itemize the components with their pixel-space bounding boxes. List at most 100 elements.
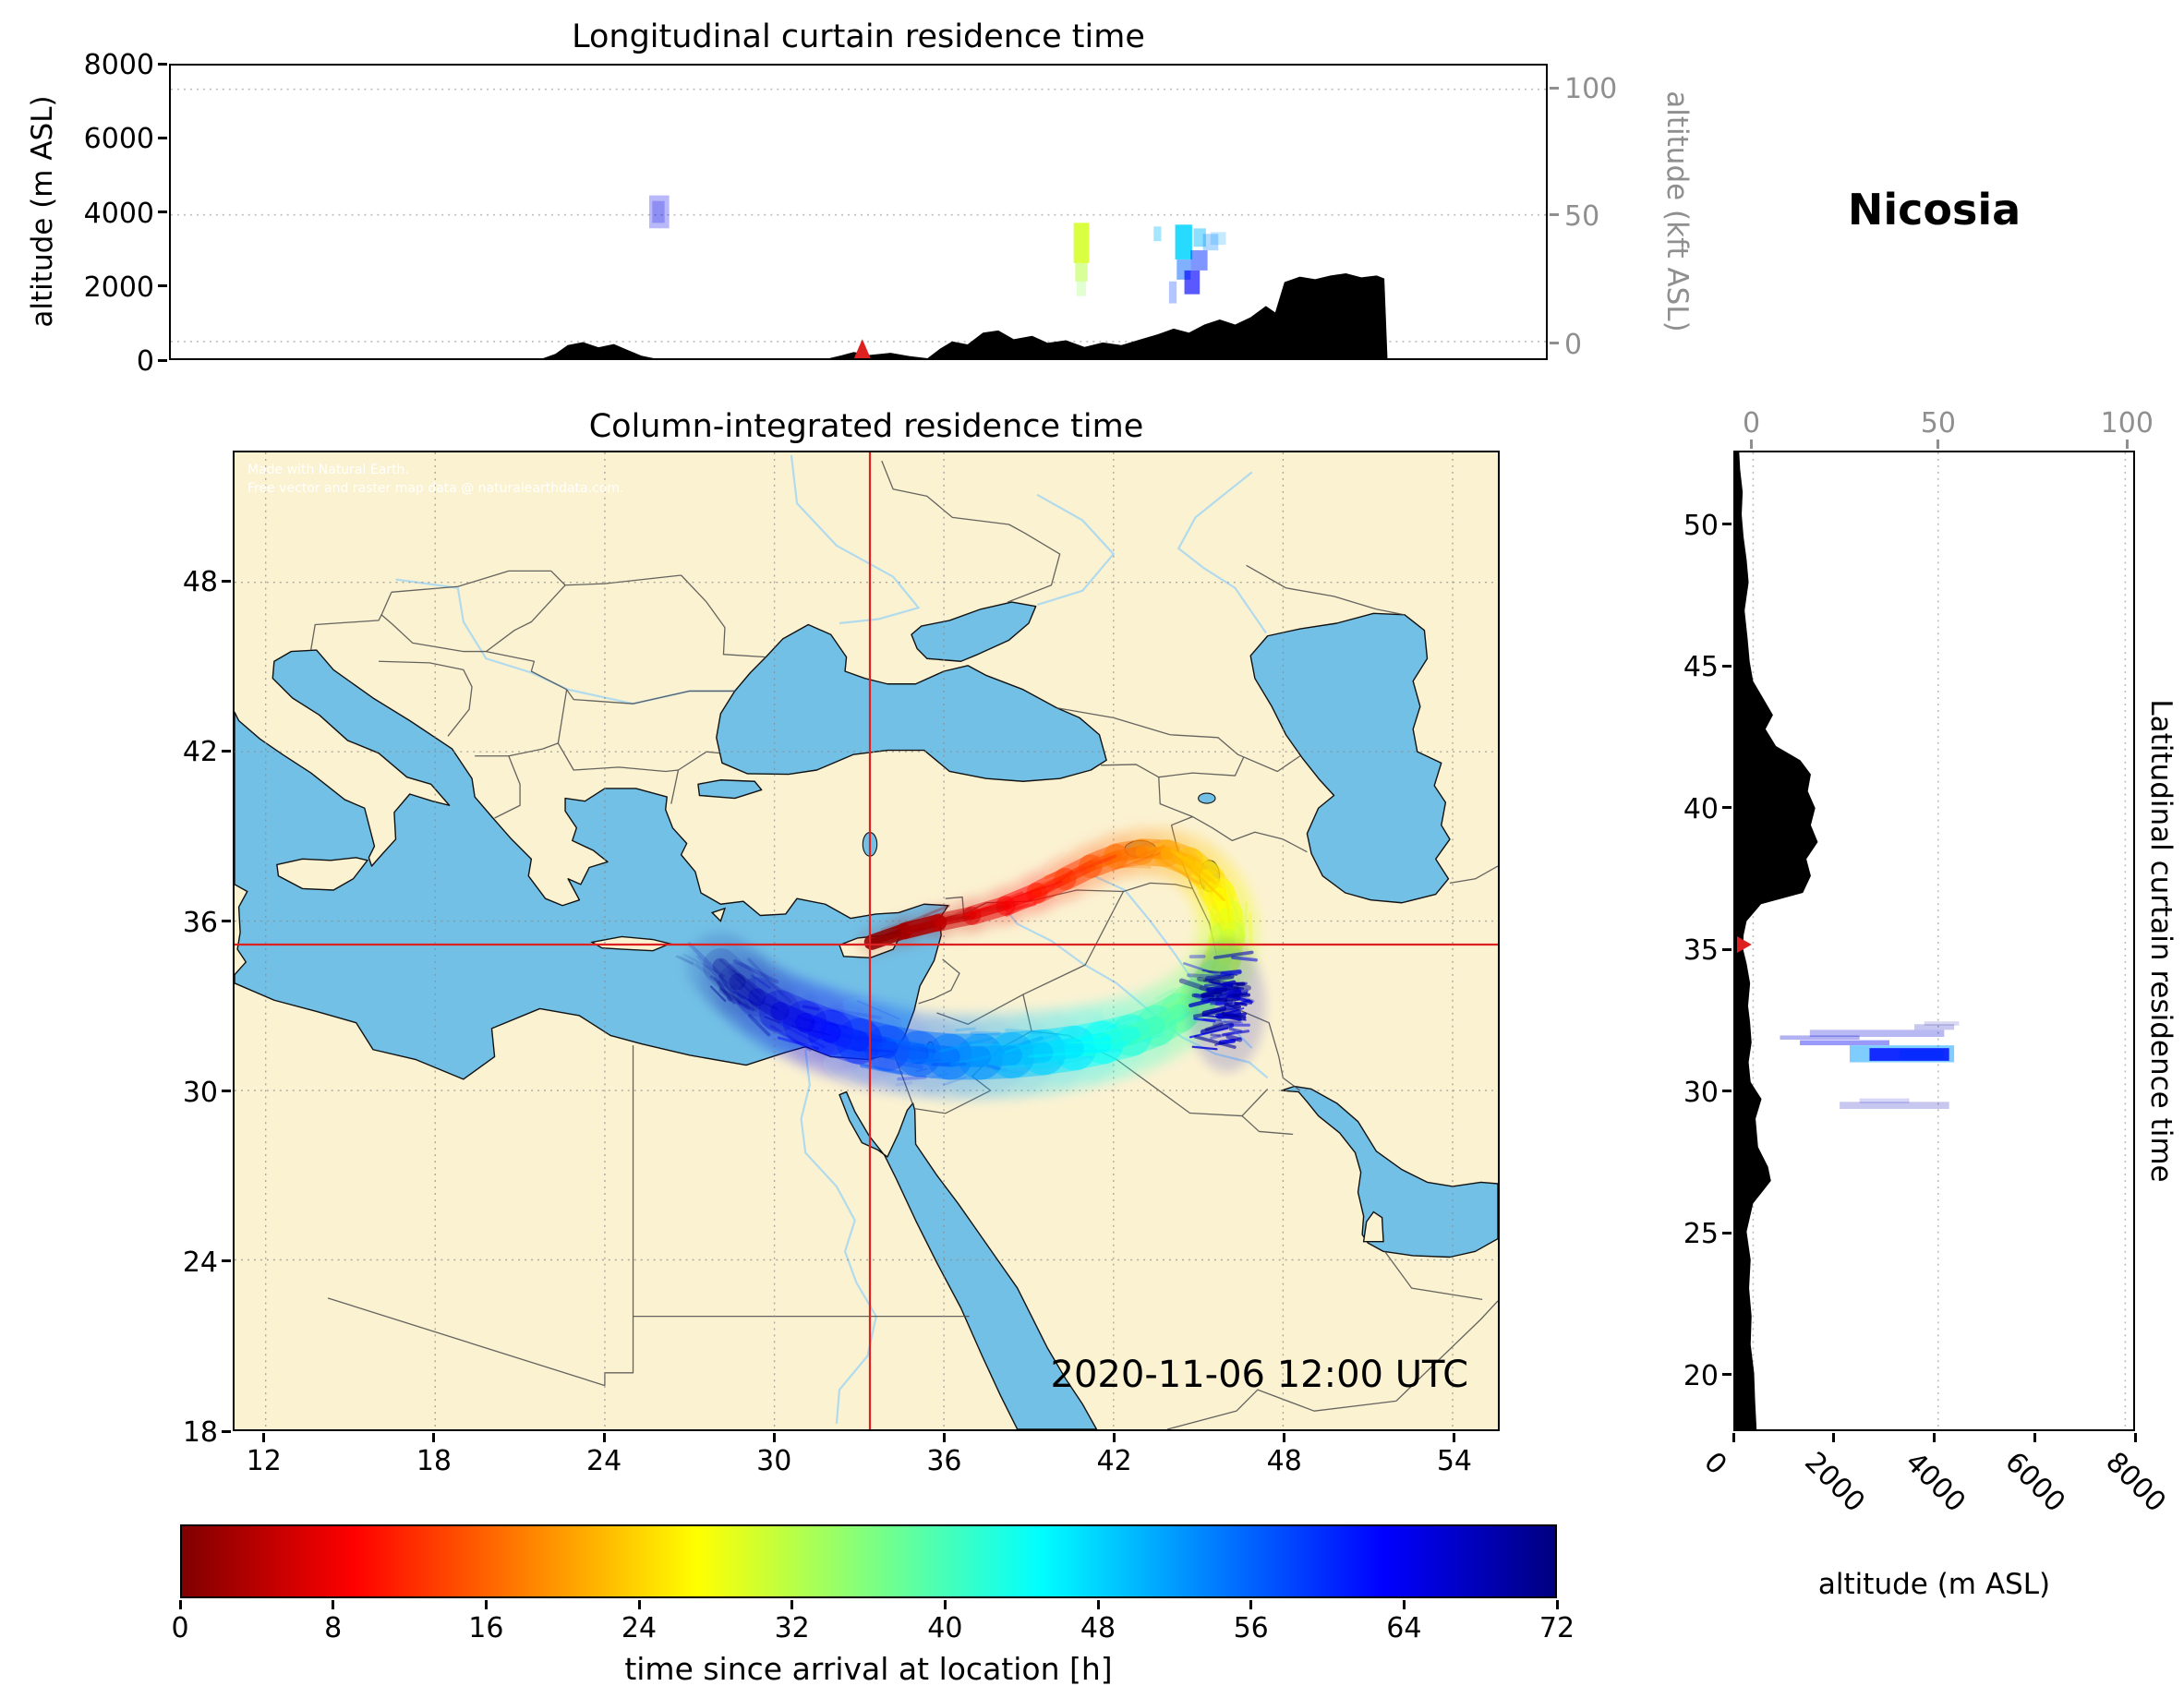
right-panel-lat-tick-label: 35 <box>1683 934 1719 968</box>
tick-mark <box>1722 1231 1732 1234</box>
colorbar-tick-label: 0 <box>171 1612 189 1644</box>
tick-mark <box>1732 1433 1735 1442</box>
tick-mark <box>222 1259 231 1263</box>
map-lon-tick-label: 42 <box>1096 1445 1132 1477</box>
top-panel-y-tick-label: 4000 <box>83 197 154 230</box>
tick-mark <box>1249 1600 1253 1609</box>
longitudinal-curtain-title: Longitudinal curtain residence time <box>572 18 1145 55</box>
terrain-profile <box>1735 452 1818 1429</box>
tick-mark <box>1722 947 1732 951</box>
map-title: Column-integrated residence time <box>588 408 1144 445</box>
tick-mark <box>1722 806 1732 810</box>
latitudinal-curtain-plot <box>1735 452 2127 1429</box>
tick-mark <box>158 136 167 139</box>
right-panel-kft-tick-label: 50 <box>1920 407 1956 440</box>
tick-mark <box>1283 1433 1286 1442</box>
map-plot <box>235 452 1498 1429</box>
tick-mark <box>222 920 231 923</box>
tick-mark <box>1722 1373 1732 1377</box>
tick-mark <box>158 211 167 213</box>
right-panel-xlabel: altitude (m ASL) <box>1817 1568 2051 1601</box>
rotated-tick-label: 0 <box>1697 1446 1733 1482</box>
rotated-tick-label: 4000 <box>1898 1446 1972 1519</box>
map-lat-tick-label: 36 <box>182 906 218 939</box>
station-marker <box>1736 936 1752 953</box>
rotated-tick-label: 2000 <box>1798 1446 1871 1519</box>
right-panel-kft-tick-label: 0 <box>1743 407 1761 440</box>
tick-mark <box>484 1600 488 1609</box>
longitudinal-curtain-plot <box>171 88 1546 358</box>
top-panel-kft-tick-label: 100 <box>1564 73 1618 105</box>
map-lat-tick-label: 42 <box>182 736 218 769</box>
tick-mark <box>1550 213 1559 217</box>
colorbar-tick-label: 40 <box>927 1612 963 1644</box>
tick-mark <box>943 1600 947 1609</box>
coastlines <box>235 601 1498 1429</box>
map-lon-tick-label: 48 <box>1266 1445 1302 1477</box>
top-panel-kft-tick-label: 50 <box>1564 199 1600 233</box>
trajectory-band <box>686 825 1261 1101</box>
map-lon-tick-label: 30 <box>756 1445 792 1477</box>
tick-mark <box>1550 342 1559 345</box>
map-lat-tick-label: 48 <box>182 566 218 599</box>
tick-mark <box>1113 1433 1116 1442</box>
tick-mark <box>1550 86 1559 90</box>
tick-mark <box>602 1433 606 1442</box>
tick-mark <box>942 1433 946 1442</box>
right-panel-lat-tick-label: 45 <box>1683 651 1719 684</box>
map-attribution-line2: Free vector and raster map data @ natura… <box>247 480 624 496</box>
rotated-tick-label: 6000 <box>1998 1446 2072 1519</box>
tick-mark <box>178 1600 182 1609</box>
map-lat-tick-label: 30 <box>182 1076 218 1109</box>
colorbar-tick-label: 64 <box>1386 1612 1422 1644</box>
tick-mark <box>1453 1433 1456 1442</box>
top-panel-ylabel-left: altitude (m ASL) <box>26 95 59 328</box>
crosshair <box>235 452 1498 1429</box>
tick-mark <box>222 1429 231 1433</box>
tick-mark <box>1750 440 1754 449</box>
right-panel-lat-tick-label: 25 <box>1683 1218 1719 1251</box>
station-title: Nicosia <box>1847 185 2021 235</box>
tick-mark <box>1096 1600 1100 1609</box>
colorbar-tick-label: 72 <box>1538 1612 1575 1644</box>
tick-mark <box>158 62 167 66</box>
tick-mark <box>2033 1433 2036 1442</box>
rotated-tick-label: 8000 <box>2099 1446 2172 1519</box>
latitudinal-curtain-panel <box>1733 451 2135 1431</box>
right-panel-lat-tick-label: 20 <box>1683 1359 1719 1392</box>
particle-streaks <box>675 839 1253 1087</box>
tick-mark <box>2125 440 2129 449</box>
tick-mark <box>790 1600 794 1609</box>
tick-mark <box>222 1090 231 1093</box>
tick-mark <box>332 1600 335 1609</box>
colorbar-tick-label: 32 <box>774 1612 810 1644</box>
trajectory-cluster <box>1178 939 1266 1073</box>
tick-mark <box>158 284 167 288</box>
map-attribution-line1: Made with Natural Earth. <box>247 463 409 477</box>
tick-mark <box>772 1433 776 1442</box>
map-lon-tick-label: 36 <box>926 1445 962 1477</box>
right-panel-lat-tick-label: 50 <box>1683 509 1719 542</box>
tick-mark <box>262 1433 266 1442</box>
colorbar-label: time since arrival at location [h] <box>624 1651 1113 1687</box>
tick-mark <box>1832 1433 1836 1442</box>
tick-mark <box>637 1600 641 1609</box>
tick-mark <box>1555 1600 1559 1609</box>
map-lon-tick-label: 24 <box>585 1445 622 1477</box>
tick-mark <box>1402 1600 1406 1609</box>
map-lat-tick-label: 18 <box>182 1416 218 1449</box>
colorbar-tick-label: 8 <box>324 1612 343 1644</box>
map-datetime-label: 2020-11-06 12:00 UTC <box>1050 1354 1468 1396</box>
station-marker <box>853 339 871 358</box>
top-panel-kft-tick-label: 0 <box>1564 328 1583 361</box>
tick-mark <box>1722 664 1732 668</box>
map-panel: Made with Natural Earth. Free vector and… <box>233 451 1500 1431</box>
tick-mark <box>222 749 231 753</box>
tick-mark <box>432 1433 436 1442</box>
colorbar-tick-label: 56 <box>1233 1612 1269 1644</box>
longitudinal-curtain-panel <box>169 64 1548 360</box>
tick-mark <box>2133 1433 2137 1442</box>
map-lon-tick-label: 18 <box>416 1445 452 1477</box>
top-panel-y-tick-label: 6000 <box>83 123 154 156</box>
terrain-profile <box>171 273 1546 358</box>
